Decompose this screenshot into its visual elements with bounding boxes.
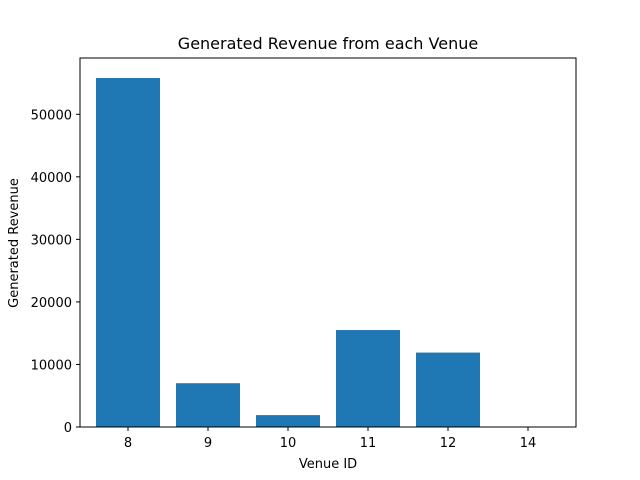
y-tick-label: 0 xyxy=(64,421,72,436)
x-tick-label: 12 xyxy=(440,436,457,451)
x-axis: 8 9 10 11 12 14 xyxy=(124,427,536,451)
y-tick-label: 20000 xyxy=(31,296,72,311)
y-tick-label: 50000 xyxy=(31,108,72,123)
bar-10 xyxy=(256,415,320,427)
y-tick-label: 30000 xyxy=(31,233,72,248)
y-axis-title: Generated Revenue xyxy=(7,178,22,308)
x-tick-label: 9 xyxy=(204,436,212,451)
x-tick-label: 14 xyxy=(520,436,537,451)
plot-frame xyxy=(79,57,577,428)
bar-9 xyxy=(176,383,240,427)
bar-12 xyxy=(416,352,480,427)
x-tick-label: 8 xyxy=(124,436,132,451)
y-tick-label: 10000 xyxy=(31,358,72,373)
y-axis: 0 10000 20000 30000 40000 50000 xyxy=(31,108,80,436)
x-axis-title: Venue ID xyxy=(299,457,357,472)
bar-11 xyxy=(336,330,400,427)
bars-group xyxy=(96,78,480,428)
x-tick-label: 10 xyxy=(280,436,297,451)
bar-8 xyxy=(96,78,160,428)
chart-title: Generated Revenue from each Venue xyxy=(178,34,478,53)
y-tick-label: 40000 xyxy=(31,171,72,186)
x-tick-label: 11 xyxy=(360,436,377,451)
